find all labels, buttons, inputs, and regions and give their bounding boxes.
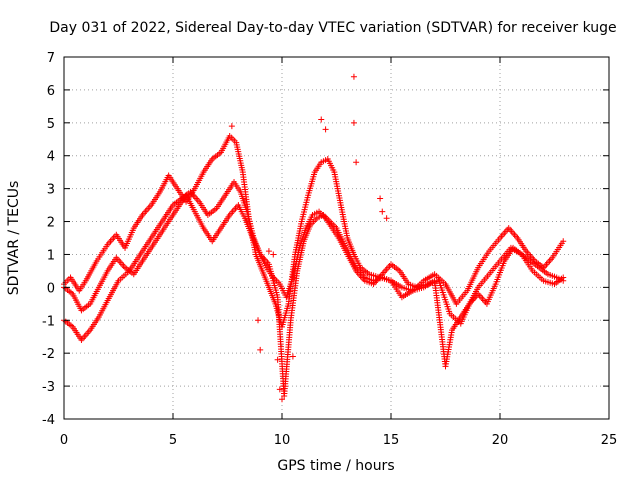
data-point [228,123,235,130]
data-point [350,119,357,126]
x-tick-label: 10 [274,433,291,448]
grid [64,57,609,419]
x-axis-ticks: 0 5 10 15 20 25 [60,57,617,448]
data-point [350,73,357,80]
data-point [383,215,390,222]
y-tick-label: -1 [42,314,55,329]
data-point [274,356,281,363]
x-tick-label: 0 [60,433,68,448]
chart-title: Day 031 of 2022, Sidereal Day-to-day VTE… [49,20,616,36]
plot-frame [63,56,610,420]
data-point [279,396,285,403]
x-tick-label: 5 [169,433,177,448]
data-point [255,317,262,324]
y-tick-label: 6 [47,84,55,99]
y-axis-label: SDTVAR / TECUs [6,181,22,296]
x-axis-label: GPS time / hours [277,458,394,474]
y-axis-ticks: -4 -3 -2 -1 0 1 2 3 4 5 6 7 [42,51,609,428]
y-tick-label: 0 [47,281,55,296]
y-tick-label: 1 [47,248,55,263]
data-point [257,346,264,353]
data-point [322,126,329,133]
x-tick-label: 15 [383,433,400,448]
data-point [318,116,325,123]
data-point [289,353,296,360]
y-tick-label: -2 [42,347,55,362]
x-tick-label: 25 [601,433,618,448]
y-tick-label: 3 [47,183,55,198]
data-point [560,274,567,281]
data-point [270,251,277,258]
y-tick-label: -3 [42,380,55,395]
data-point [276,386,283,393]
data-marks [61,73,567,403]
data-point [265,248,272,255]
y-tick-label: 5 [47,117,55,132]
y-tick-label: 4 [47,150,55,165]
y-tick-label: 2 [47,216,55,231]
data-point [377,195,384,202]
y-tick-label: -4 [42,413,55,428]
x-tick-label: 20 [492,433,509,448]
data-point [379,208,386,215]
data-point [560,238,567,245]
y-tick-label: 7 [47,51,55,66]
data-point [353,159,360,166]
